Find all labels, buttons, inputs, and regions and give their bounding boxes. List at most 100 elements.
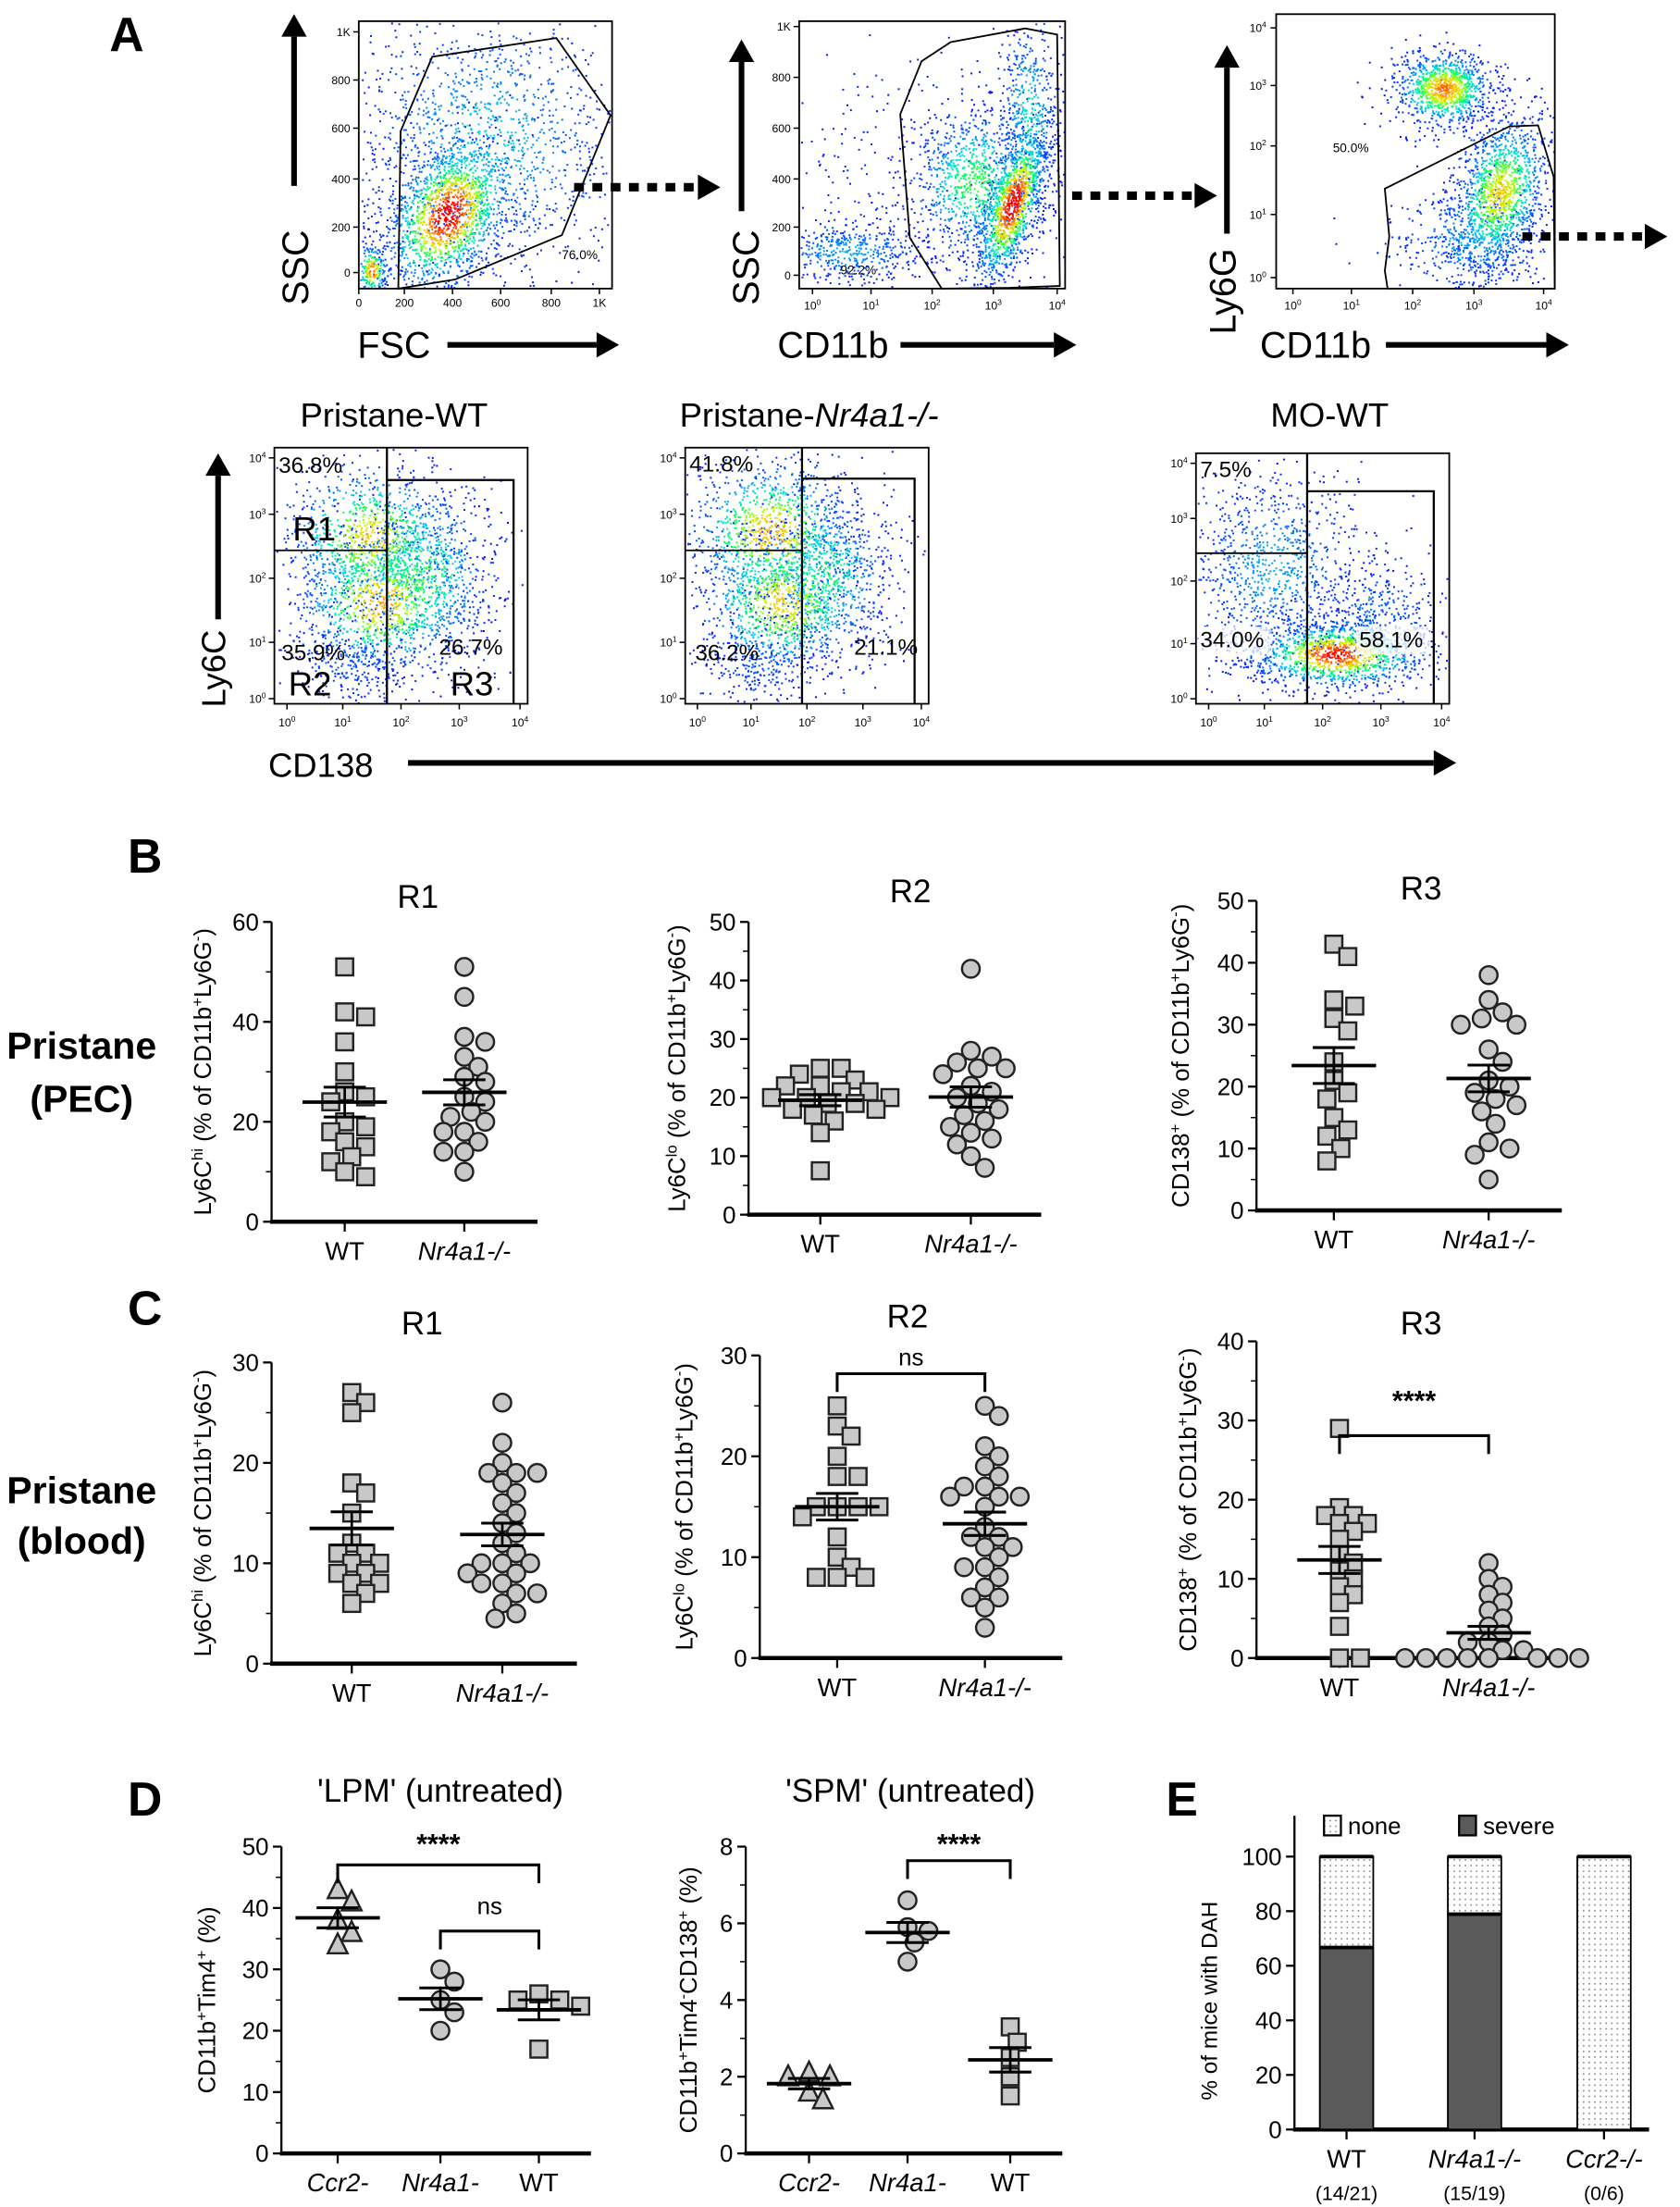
event-dot bbox=[529, 174, 532, 177]
event-dot bbox=[431, 278, 434, 279]
event-dot bbox=[472, 175, 475, 178]
event-dot bbox=[943, 230, 945, 233]
event-dot bbox=[454, 123, 457, 126]
event-dot bbox=[496, 200, 499, 203]
event-dot bbox=[444, 184, 447, 187]
event-dot bbox=[1042, 230, 1044, 233]
event-dot bbox=[426, 260, 428, 263]
event-dot bbox=[550, 90, 552, 93]
event-dot bbox=[1006, 133, 1007, 136]
event-dot bbox=[414, 178, 417, 180]
event-dot bbox=[847, 257, 850, 260]
event-dot bbox=[554, 137, 557, 140]
event-dot bbox=[401, 253, 404, 255]
event-dot bbox=[962, 131, 965, 134]
event-dot bbox=[366, 267, 369, 269]
event-dot bbox=[1012, 112, 1015, 115]
event-dot bbox=[537, 227, 539, 229]
event-dot bbox=[568, 198, 571, 201]
event-dot bbox=[395, 142, 398, 144]
event-dot bbox=[500, 237, 503, 240]
event-dot bbox=[384, 110, 387, 113]
event-dot bbox=[437, 223, 439, 226]
event-dot bbox=[1033, 73, 1036, 76]
event-dot bbox=[963, 241, 966, 243]
event-dot bbox=[1005, 158, 1007, 161]
event-dot bbox=[946, 164, 949, 167]
event-dot bbox=[1041, 198, 1044, 201]
event-dot bbox=[441, 129, 444, 131]
event-dot bbox=[453, 223, 456, 226]
event-dot bbox=[525, 117, 528, 119]
event-dot bbox=[496, 155, 499, 158]
event-dot bbox=[927, 155, 930, 158]
event-dot bbox=[1013, 207, 1016, 210]
event-dot bbox=[963, 137, 966, 140]
event-dot bbox=[373, 158, 376, 161]
event-dot bbox=[1017, 73, 1019, 76]
event-dot bbox=[841, 250, 844, 253]
event-dot bbox=[447, 254, 450, 256]
event-dot bbox=[459, 214, 462, 217]
event-dot bbox=[994, 141, 996, 143]
event-dot bbox=[382, 113, 385, 116]
event-dot bbox=[523, 95, 525, 98]
event-dot bbox=[479, 50, 482, 53]
event-dot bbox=[490, 179, 493, 181]
event-dot bbox=[523, 254, 525, 256]
event-dot bbox=[1018, 109, 1020, 112]
event-dot bbox=[445, 204, 448, 206]
event-dot bbox=[468, 153, 471, 155]
event-dot bbox=[985, 256, 988, 259]
event-dot bbox=[471, 265, 474, 267]
event-dot bbox=[893, 277, 896, 279]
event-dot bbox=[438, 214, 440, 217]
event-dot bbox=[465, 226, 468, 229]
event-dot bbox=[458, 138, 461, 141]
event-dot bbox=[1037, 199, 1040, 202]
event-dot bbox=[402, 129, 405, 131]
event-dot bbox=[396, 204, 399, 206]
event-dot bbox=[402, 250, 405, 253]
event-dot bbox=[1039, 170, 1042, 173]
event-dot bbox=[482, 234, 485, 237]
event-dot bbox=[469, 225, 472, 228]
event-dot bbox=[377, 206, 380, 209]
event-dot bbox=[1035, 23, 1038, 26]
event-dot bbox=[379, 258, 382, 261]
event-dot bbox=[473, 141, 476, 143]
event-dot bbox=[450, 237, 452, 240]
event-dot bbox=[475, 182, 477, 185]
event-dot bbox=[426, 235, 428, 238]
event-dot bbox=[1037, 111, 1040, 114]
event-dot bbox=[914, 262, 917, 265]
event-dot bbox=[424, 204, 426, 206]
event-dot bbox=[607, 113, 610, 116]
event-dot bbox=[489, 43, 492, 45]
event-dot bbox=[414, 238, 416, 241]
event-dot bbox=[905, 230, 908, 233]
event-dot bbox=[843, 236, 846, 239]
event-dot bbox=[479, 177, 482, 180]
event-dot bbox=[381, 72, 384, 75]
event-dot bbox=[376, 229, 378, 232]
event-dot bbox=[1013, 115, 1016, 118]
event-dot bbox=[399, 247, 401, 250]
event-dot bbox=[480, 69, 483, 72]
event-dot bbox=[858, 148, 860, 151]
event-dot bbox=[1034, 108, 1037, 111]
event-dot bbox=[406, 257, 409, 260]
event-dot bbox=[965, 275, 968, 278]
y-tick-label: 800 bbox=[331, 74, 351, 87]
event-dot bbox=[830, 212, 833, 215]
event-dot bbox=[435, 157, 438, 160]
event-dot bbox=[917, 58, 920, 61]
event-dot bbox=[1046, 156, 1049, 159]
event-dot bbox=[881, 279, 883, 281]
event-dot bbox=[997, 186, 1000, 189]
event-dot bbox=[874, 244, 877, 247]
event-dot bbox=[452, 155, 455, 158]
event-dot bbox=[970, 110, 973, 113]
row-label-c: Pristane(blood) bbox=[6, 1469, 156, 1562]
event-dot bbox=[1045, 286, 1048, 289]
